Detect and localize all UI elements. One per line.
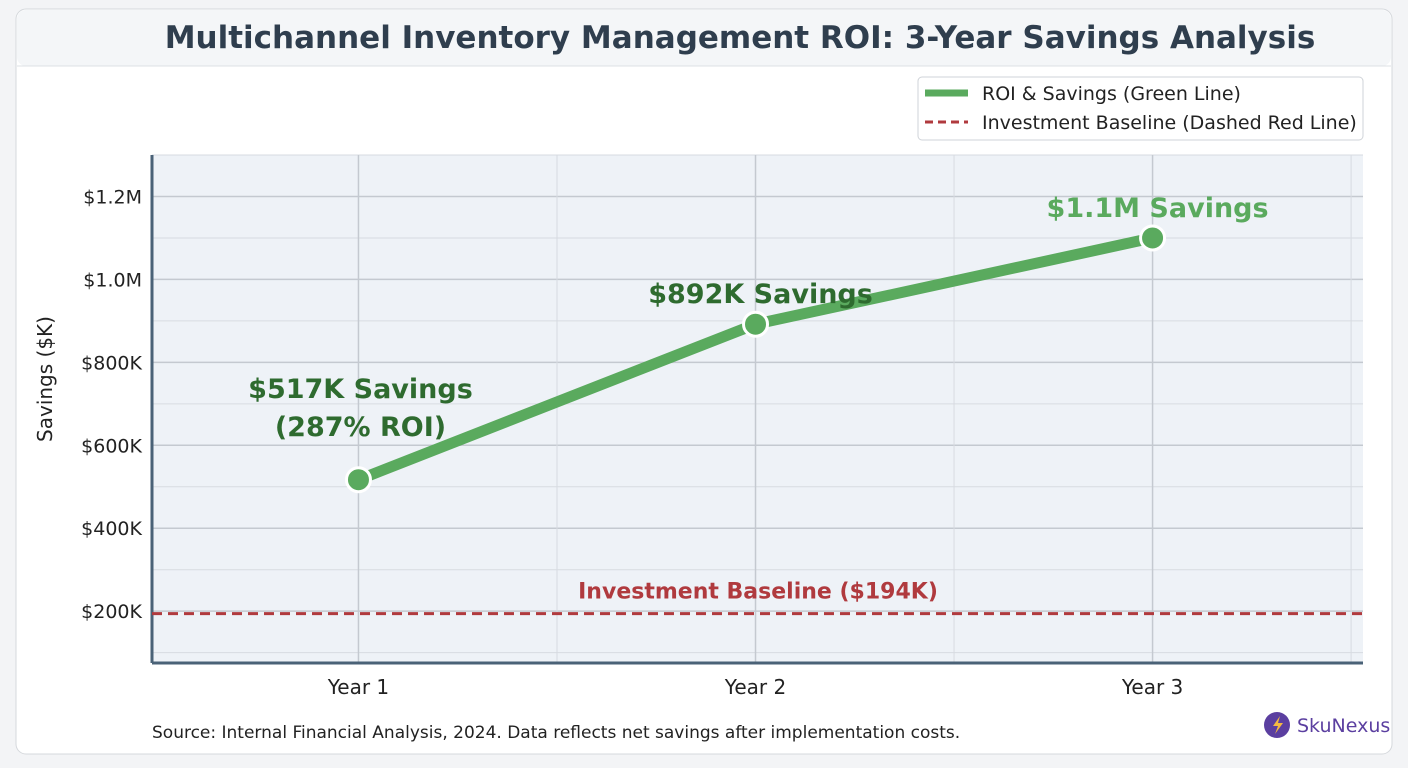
legend-label-baseline: Investment Baseline (Dashed Red Line) [982, 112, 1357, 134]
data-label: (287% ROI) [275, 412, 446, 443]
x-tick-label: Year 3 [1121, 675, 1183, 699]
brand-logo: SkuNexus [1264, 712, 1390, 738]
source-note: Source: Internal Financial Analysis, 202… [152, 723, 960, 743]
y-tick-label: $400K [81, 518, 142, 540]
brand-name: SkuNexus [1297, 715, 1390, 737]
plot-area: $200K $400K $600K $800K $1.0M $1.2M Year 1 Year… [33, 154, 1363, 699]
y-axis-label: Savings ($K) [33, 316, 57, 442]
data-point [742, 310, 770, 338]
y-tick-label: $1.0M [83, 269, 142, 291]
title-bar [17, 10, 1391, 66]
data-point [1139, 224, 1167, 252]
y-tick-label: $800K [81, 352, 142, 374]
baseline-label: Investment Baseline ($194K) [578, 580, 938, 605]
data-label: $1.1M Savings [1047, 193, 1269, 224]
y-tick-label: $600K [81, 435, 142, 457]
data-point [344, 466, 372, 494]
legend-label-savings: ROI & Savings (Green Line) [982, 83, 1241, 105]
data-label: $517K Savings [248, 374, 473, 405]
x-tick-label: Year 2 [724, 675, 786, 699]
y-tick-label: $200K [81, 601, 142, 623]
chart-title: Multichannel Inventory Management ROI: 3… [165, 20, 1316, 56]
x-tick-label: Year 1 [327, 675, 389, 699]
legend: ROI & Savings (Green Line) Investment Ba… [917, 76, 1364, 141]
data-label: $892K Savings [648, 279, 873, 310]
y-tick-label: $1.2M [83, 186, 142, 208]
